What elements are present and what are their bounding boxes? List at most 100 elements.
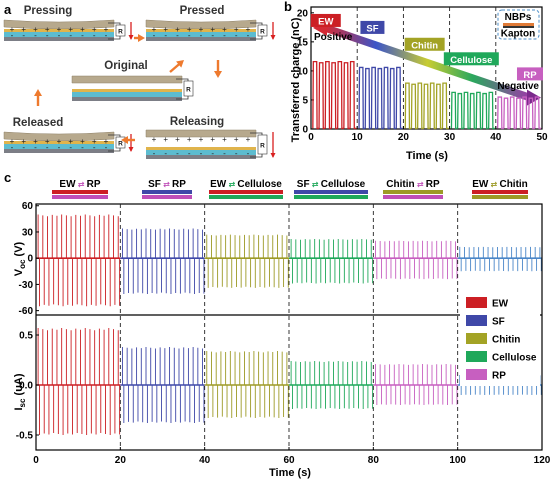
charge-mark: - <box>34 31 37 40</box>
charge-mark: - <box>247 149 250 158</box>
charge-mark: - <box>247 31 250 40</box>
voc-pulses-1 <box>37 214 121 307</box>
load-box <box>115 24 126 37</box>
legend-swatch-sf <box>466 315 487 326</box>
charge-mark: + <box>222 25 227 34</box>
legend-label-ew: EW <box>492 299 509 310</box>
charge-mark: - <box>211 149 214 158</box>
flow-arrow <box>169 62 181 73</box>
material-tag-bg <box>443 52 499 66</box>
charge-mark: + <box>92 137 97 146</box>
negative-label: Negative <box>497 81 539 92</box>
charge-series-sf <box>358 66 403 130</box>
current-arrowhead <box>128 147 134 152</box>
y-tick-label: 0 <box>302 125 308 136</box>
charge-mark: + <box>187 25 192 34</box>
y-tick-label: 20 <box>297 8 309 19</box>
inset-nbps-layer <box>503 23 534 26</box>
legend-label-rp: RP <box>492 371 506 382</box>
dielectric-layer <box>4 144 114 149</box>
charge-mark: - <box>235 31 238 40</box>
charge-mark: - <box>176 149 179 158</box>
base-layer <box>146 37 256 41</box>
panel-a-schematic: Pressing Pressed Original Released Releasing… <box>3 5 276 159</box>
pair-material-b: RP <box>172 179 186 190</box>
pair-material-a: SF <box>148 179 161 190</box>
pair-bar-b <box>294 195 368 199</box>
voc-y-tick-label: -60 <box>19 306 34 317</box>
pair-material-b: RP <box>87 179 101 190</box>
voc-y-tick-label: 0 <box>27 254 33 265</box>
charge-mark: - <box>188 31 191 40</box>
top-electrode-layer <box>4 141 114 144</box>
voc-axis-title: Voc (V) <box>13 241 27 276</box>
top-plate <box>145 19 257 30</box>
legend-swatch-cellulose <box>466 351 487 362</box>
charge-mark: - <box>81 143 84 152</box>
charge-mark: + <box>210 135 215 144</box>
pair-bar-a <box>209 190 283 194</box>
pair-text: EW ⇄ Cellulose <box>210 179 282 190</box>
charge-mark: - <box>58 143 61 152</box>
material-tag-bg <box>360 20 385 34</box>
charge-mark: - <box>200 149 203 158</box>
pair-material-a: SF <box>297 179 310 190</box>
pair-material-b: Cellulose <box>321 179 366 190</box>
base-layer <box>72 97 182 101</box>
material-tag-bg <box>516 67 543 81</box>
load-label: R <box>186 87 191 94</box>
dielectric-layer <box>146 32 256 37</box>
top-electrode-layer <box>72 89 182 92</box>
y-tick-label: 10 <box>297 66 309 77</box>
voc-pulses-3 <box>206 234 289 288</box>
pair-material-b: Cellulose <box>237 179 282 190</box>
positive-label: Positive <box>314 32 353 43</box>
charge-mark: + <box>210 25 215 34</box>
x-tick-label: 20 <box>115 455 127 466</box>
voc-y-tick-label: -30 <box>19 280 34 291</box>
voc-pulses-5 <box>374 240 458 280</box>
x-tick-label: 120 <box>534 455 550 466</box>
voc-pulses-4 <box>290 238 374 284</box>
pair-material-b: Chitin <box>499 179 527 190</box>
charge-mark: + <box>92 25 97 34</box>
pair-text: SF ⇄ RP <box>148 179 186 190</box>
panel-b-ylabel: Transferred charge (nC) <box>290 17 302 142</box>
material-tag: SF <box>366 23 378 34</box>
panel-b-letter: b <box>284 0 292 14</box>
charge-mark: + <box>21 25 26 34</box>
charge-mark: - <box>200 31 203 40</box>
charge-mark: - <box>46 31 49 40</box>
material-tag: Cellulose <box>450 55 492 66</box>
charge-mark: + <box>21 137 26 146</box>
charge-mark: + <box>246 25 251 34</box>
dielectric-layer <box>72 92 182 97</box>
stage-label: Pressing <box>24 5 73 17</box>
x-tick-label: 0 <box>33 455 39 466</box>
current-arrowhead <box>270 153 276 158</box>
charge-mark: - <box>235 149 238 158</box>
material-tag-bg <box>310 13 341 27</box>
load-box <box>183 80 194 97</box>
isc-y-tick-label: -0.5 <box>16 431 34 442</box>
panel-c-letter: c <box>4 170 11 185</box>
teng-device: R <box>71 75 194 101</box>
panel-c-xlabel: Time (s) <box>269 467 311 479</box>
charge-series-chitin <box>404 82 449 130</box>
pair-material-a: EW <box>210 179 227 190</box>
flow-arrowhead <box>176 60 184 68</box>
charge-mark: + <box>152 25 157 34</box>
load-label: R <box>260 143 265 150</box>
load-box <box>257 134 268 155</box>
x-tick-label: 80 <box>368 455 380 466</box>
pair-material-a: EW <box>59 179 76 190</box>
charge-mark: + <box>33 25 38 34</box>
pair-bar-b <box>52 195 108 199</box>
material-tag: Chitin <box>411 40 438 51</box>
pair-material-a: EW <box>472 179 489 190</box>
pair-bar-a <box>383 190 443 194</box>
charge-mark: + <box>10 137 15 146</box>
charge-mark: - <box>105 31 108 40</box>
legend-swatch-ew <box>466 297 487 308</box>
pair-label-5: Chitin ⇄ RP <box>383 179 443 199</box>
